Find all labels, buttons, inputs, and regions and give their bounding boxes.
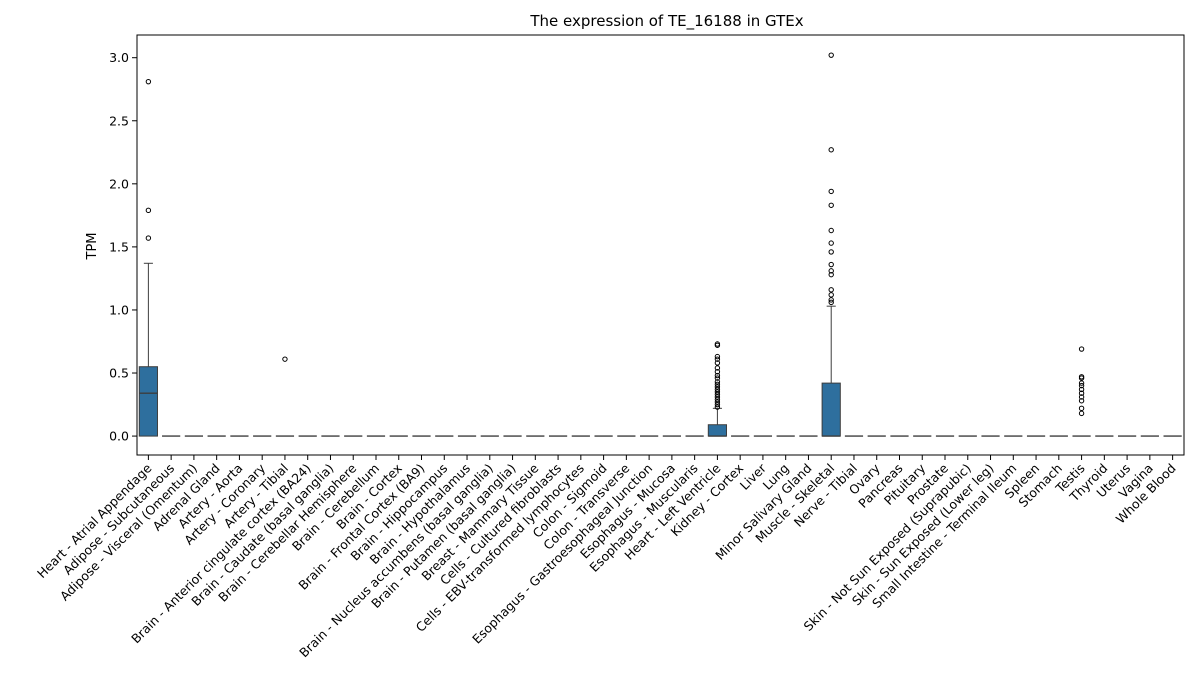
outlier-point: [828, 202, 834, 208]
box-body: [138, 366, 158, 437]
outlier-point: [714, 401, 721, 408]
outlier-point: [714, 341, 721, 347]
outlier-point: [828, 271, 834, 278]
outlier-point: [714, 360, 721, 366]
outlier-point: [1078, 386, 1085, 393]
outlier-point: [282, 356, 288, 362]
outlier-point: [714, 389, 721, 395]
y-tick-label: 2.0: [109, 176, 129, 191]
outlier-point: [714, 379, 721, 385]
outlier-point: [714, 399, 721, 405]
box-group: [821, 52, 841, 437]
y-axis: 0.0 0.5 1.0 1.5 2.0 2.5 3.0: [109, 50, 137, 444]
outlier-point: [714, 372, 721, 379]
outlier-point: [714, 375, 721, 381]
y-tick-label: 1.5: [109, 239, 129, 254]
outlier-point: [828, 261, 834, 268]
outlier-point: [1078, 390, 1085, 396]
plot-frame: [136, 34, 1185, 456]
outlier-point: [714, 356, 721, 362]
outlier-point: [828, 299, 834, 306]
outlier-point: [714, 386, 721, 393]
box-body: [821, 382, 841, 437]
outlier-point: [828, 287, 834, 293]
outlier-point: [145, 235, 152, 241]
outlier-point: [714, 353, 721, 360]
outlier-point: [828, 249, 834, 255]
outlier-point: [1078, 398, 1085, 404]
outlier-point: [145, 207, 152, 214]
outlier-point: [714, 365, 721, 371]
y-tick-label: 2.5: [109, 113, 129, 128]
outlier-point: [828, 297, 834, 303]
outlier-point: [714, 381, 721, 388]
outlier-point: [1078, 380, 1085, 386]
outlier-point: [1078, 394, 1085, 400]
outlier-point: [714, 404, 721, 410]
outlier-point: [828, 52, 834, 58]
outlier-point: [828, 188, 834, 195]
y-tick-label: 0.0: [109, 429, 129, 444]
outlier-point: [714, 391, 721, 398]
y-tick-label: 0.5: [109, 366, 129, 381]
outlier-point: [828, 292, 834, 298]
chart-title: The expression of TE_16188 in GTEx: [529, 12, 803, 31]
box-group: [1072, 346, 1091, 437]
y-tick-label: 3.0: [109, 50, 129, 65]
outlier-point: [1078, 374, 1085, 380]
y-tick-label: 1.0: [109, 302, 129, 317]
outlier-point: [1078, 405, 1085, 412]
box-group: [275, 356, 295, 437]
outlier-point: [1078, 382, 1085, 389]
outlier-point: [828, 227, 834, 234]
box-group: [138, 78, 158, 437]
box-group: [707, 341, 728, 437]
box-body: [707, 424, 728, 437]
plot-area: [138, 52, 1182, 437]
outlier-point: [828, 268, 834, 274]
outlier-point: [1078, 410, 1085, 417]
outlier-point: [714, 394, 721, 400]
outlier-point: [1078, 346, 1085, 352]
outlier-point: [145, 78, 152, 85]
outlier-point: [714, 396, 721, 403]
y-axis-label: TPM: [85, 233, 100, 261]
outlier-point: [714, 384, 721, 390]
outlier-point: [828, 147, 834, 153]
outlier-point: [714, 369, 721, 375]
outlier-point: [828, 240, 834, 246]
